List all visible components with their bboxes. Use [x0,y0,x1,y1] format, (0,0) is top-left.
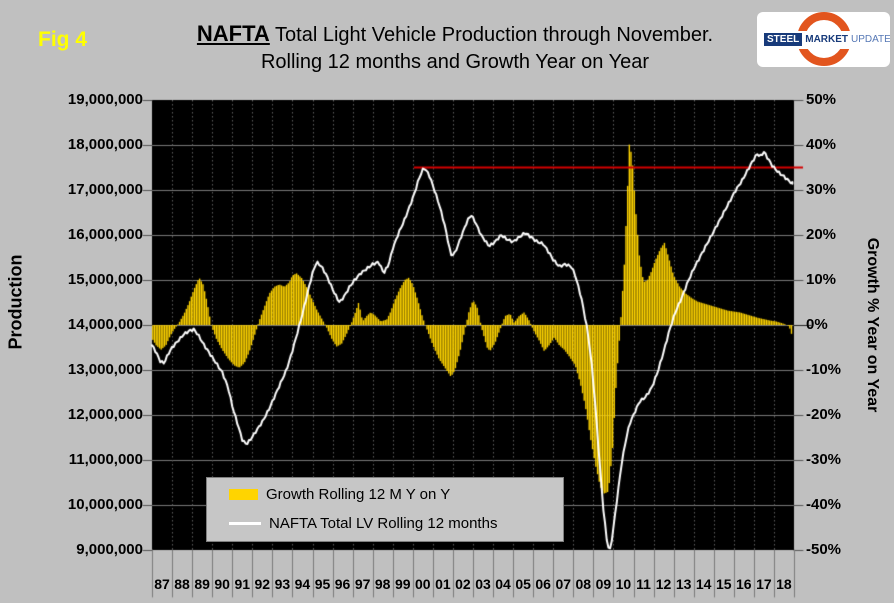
y-axis-tick-label-left: 18,000,000 [67,136,143,153]
y-axis-tick-label-right: -50% [806,541,842,558]
legend: Growth Rolling 12 M Y on Y NAFTA Total L… [206,477,564,542]
x-axis-tick-label: 98 [374,576,391,592]
y-axis-tick-label-left: 17,000,000 [67,181,143,198]
x-axis-tick-label: 92 [254,576,271,592]
line-series-swatch-icon [229,521,261,525]
logo-word-market: MARKET [805,34,849,45]
y-axis-tick-label-left: 16,000,000 [67,226,143,243]
x-axis-tick-label: 90 [214,576,230,592]
chart-title-line1: NAFTA Total Light Vehicle Production thr… [145,20,765,49]
x-axis-tick-label: 11 [636,576,651,592]
x-axis-tick-label: 13 [675,576,692,592]
x-axis-tick-label: 18 [776,576,792,592]
x-axis-tick-label: 91 [234,576,251,592]
y-axis-tick-label-left: 10,000,000 [67,496,143,513]
chart-title-emphasis: NAFTA [196,21,270,46]
y-axis-tick-label-right: 50% [806,91,837,108]
x-axis-tick-label: 95 [314,576,331,592]
logo-text: STEEL MARKET UPDATE [764,33,890,46]
logo-word-update: UPDATE [851,34,890,45]
legend-label-growth: Growth Rolling 12 M Y on Y [266,485,451,503]
x-axis-tick-label: 14 [695,576,712,592]
x-axis-tick-label: 07 [555,576,572,592]
x-axis-tick-label: 00 [415,576,431,592]
logo-word-steel: STEEL [764,33,803,46]
y-axis-tick-label-right: -30% [806,451,842,468]
x-axis-tick-label: 93 [274,576,291,592]
x-axis-tick-label: 06 [535,576,551,592]
chart-title: NAFTA Total Light Vehicle Production thr… [145,20,765,76]
y-axis-tick-label-left: 15,000,000 [67,271,143,288]
y-axis-tick-label-right: 40% [806,136,837,153]
x-axis-tick-label: 10 [615,576,632,592]
y-axis-tick-label-right: -20% [806,406,842,423]
y-axis-tick-label-left: 13,000,000 [67,361,143,378]
x-axis-tick-label: 02 [455,576,471,592]
y-axis-tick-label-right: -40% [806,496,842,513]
x-axis-tick-label: 88 [174,576,190,592]
x-axis-tick-label: 96 [334,576,351,592]
x-axis-tick-label: 04 [495,576,511,592]
x-axis-tick-label: 15 [715,576,732,592]
x-axis-tick-label: 16 [736,576,752,592]
bar-series-swatch-icon [229,488,258,500]
figure-number-label: Fig 4 [38,28,88,51]
y-axis-tick-label-right: 20% [806,226,837,243]
x-axis-tick-label: 87 [154,576,170,592]
x-axis-tick-label: 89 [194,576,210,592]
x-axis-tick-label: 97 [354,576,371,592]
chart-title-line1-rest: Total Light Vehicle Production through N… [269,24,714,46]
y-axis-tick-label-left: 11,000,000 [68,451,143,468]
y-axis-tick-label-left: 12,000,000 [67,406,143,423]
x-axis-tick-label: 12 [655,576,672,592]
legend-item-production: NAFTA Total LV Rolling 12 months [229,510,563,536]
y-axis-tick-label-right: 10% [806,271,837,288]
y-axis-tick-label-left: 19,000,000 [67,91,143,108]
x-axis-tick-label: 01 [435,576,451,592]
x-axis-tick-label: 94 [294,576,311,592]
x-axis-tick-label: 99 [394,576,411,592]
x-axis-tick-label: 05 [515,576,531,592]
x-axis-tick-label: 17 [756,576,772,592]
y-axis-tick-label-right: 30% [806,181,837,198]
y-axis-tick-label-left: 9,000,000 [76,541,143,558]
y-axis-title-left: Production [5,254,26,350]
y-axis-tick-label-left: 14,000,000 [67,316,143,333]
legend-item-growth: Growth Rolling 12 M Y on Y [229,481,563,507]
x-axis-tick-label: 09 [595,576,612,592]
y-axis-tick-label-right: -10% [806,361,842,378]
chart-title-line2: Rolling 12 months and Growth Year on Yea… [260,51,650,73]
x-axis-tick-label: 03 [475,576,491,592]
legend-label-production: NAFTA Total LV Rolling 12 months [269,514,498,532]
steel-market-update-logo: STEEL MARKET UPDATE [757,12,890,67]
x-axis-tick-label: 08 [575,576,592,592]
y-axis-tick-label-right: 0% [806,316,828,333]
